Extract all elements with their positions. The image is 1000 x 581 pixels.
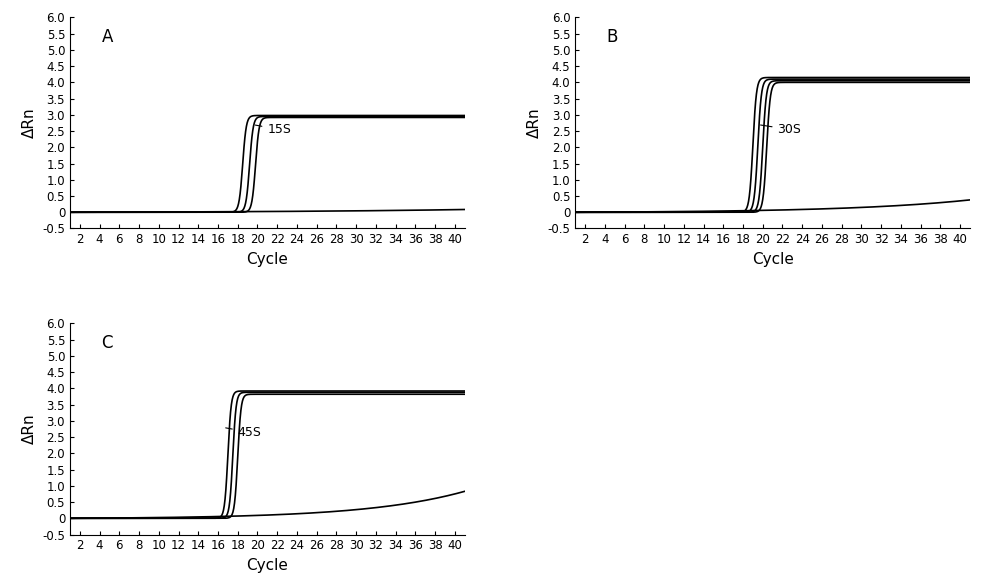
Text: 45S: 45S [226, 426, 262, 439]
Text: 15S: 15S [255, 123, 291, 136]
X-axis label: Cycle: Cycle [752, 252, 794, 267]
X-axis label: Cycle: Cycle [246, 252, 288, 267]
X-axis label: Cycle: Cycle [246, 558, 288, 573]
Text: B: B [607, 28, 618, 46]
Y-axis label: ΔRn: ΔRn [527, 107, 542, 138]
Text: A: A [102, 28, 113, 46]
Y-axis label: ΔRn: ΔRn [22, 414, 37, 444]
Text: 30S: 30S [761, 123, 801, 136]
Text: C: C [102, 334, 113, 352]
Y-axis label: ΔRn: ΔRn [22, 107, 37, 138]
